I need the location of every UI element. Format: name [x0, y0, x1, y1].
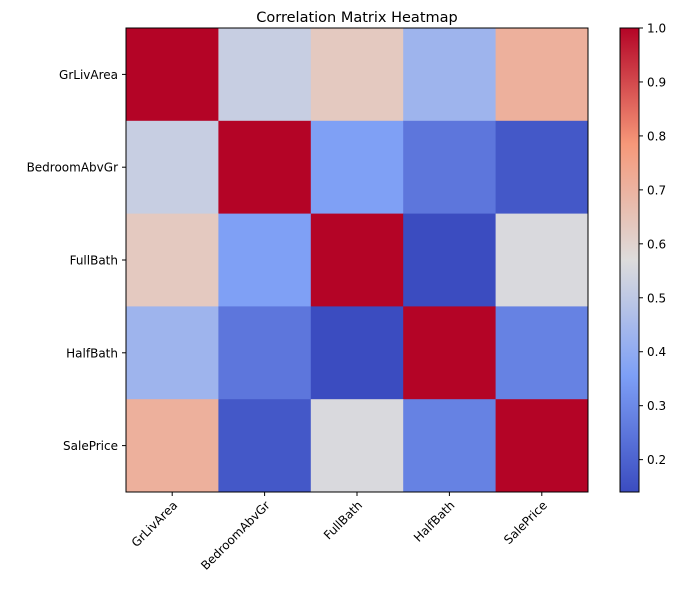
colorbar: [619, 27, 640, 493]
heatmap-cell: [310, 28, 404, 122]
colorbar-tick-label: 0.4: [647, 345, 666, 359]
heatmap-cell: [495, 213, 589, 307]
y-tick-label: HalfBath: [66, 346, 118, 360]
y-tick-label: GrLivArea: [59, 68, 118, 82]
heatmap-cell: [218, 213, 312, 307]
heatmap-cell: [495, 120, 589, 215]
heatmap-cell: [310, 306, 404, 400]
heatmap-cell: [218, 120, 312, 215]
colorbar-tick-label: 1.0: [647, 22, 666, 36]
x-tick-label: SalePrice: [501, 498, 550, 547]
heatmap-cell: [403, 306, 497, 400]
x-tick-label: HalfBath: [411, 498, 458, 545]
chart-title: Correlation Matrix Heatmap: [256, 10, 457, 26]
colorbar-tick-label: 0.2: [647, 453, 666, 467]
heatmap-cell: [126, 399, 219, 493]
heatmap-cell: [495, 399, 589, 493]
heatmap-cell: [403, 28, 497, 122]
y-tick-label: FullBath: [70, 254, 118, 268]
heatmap-cell: [495, 28, 589, 122]
heatmap-cells: [126, 28, 589, 493]
colorbar-tick-label: 0.9: [647, 75, 666, 89]
y-tick-label: BedroomAbvGr: [27, 161, 119, 175]
x-tick-label: BedroomAbvGr: [198, 498, 273, 573]
colorbar-tick-label: 0.8: [647, 129, 666, 143]
heatmap-cell: [126, 28, 219, 122]
colorbar-tick-label: 0.5: [647, 291, 666, 305]
heatmap-cell: [126, 306, 219, 400]
x-axis: GrLivArea BedroomAbvGr FullBath HalfBath Sal…: [129, 492, 550, 573]
heatmap-cell: [310, 213, 404, 307]
heatmap-cell: [403, 213, 497, 307]
heatmap-cell: [218, 28, 312, 122]
heatmap-cell: [495, 306, 589, 400]
x-tick-label: GrLivArea: [129, 498, 181, 550]
heatmap-cell: [218, 306, 312, 400]
colorbar-tick-label: 0.6: [647, 237, 666, 251]
heatmap-cell: [403, 120, 497, 215]
y-tick-label: SalePrice: [63, 439, 118, 453]
colorbar-tick-label: 0.7: [647, 183, 666, 197]
heatmap-cell: [310, 120, 404, 215]
colorbar-tick-label: 0.3: [647, 399, 666, 413]
colorbar-axis: 0.2 0.3 0.4 0.5 0.6 0.7 0.8 0.9 1.0: [639, 22, 666, 467]
x-tick-label: FullBath: [321, 498, 365, 542]
heatmap-cell: [310, 399, 404, 493]
heatmap-cell: [126, 120, 219, 215]
heatmap-cell: [403, 399, 497, 493]
heatmap-cell: [218, 399, 312, 493]
heatmap-cell: [126, 213, 219, 307]
y-axis: GrLivArea BedroomAbvGr FullBath HalfBath Sal…: [27, 68, 126, 453]
